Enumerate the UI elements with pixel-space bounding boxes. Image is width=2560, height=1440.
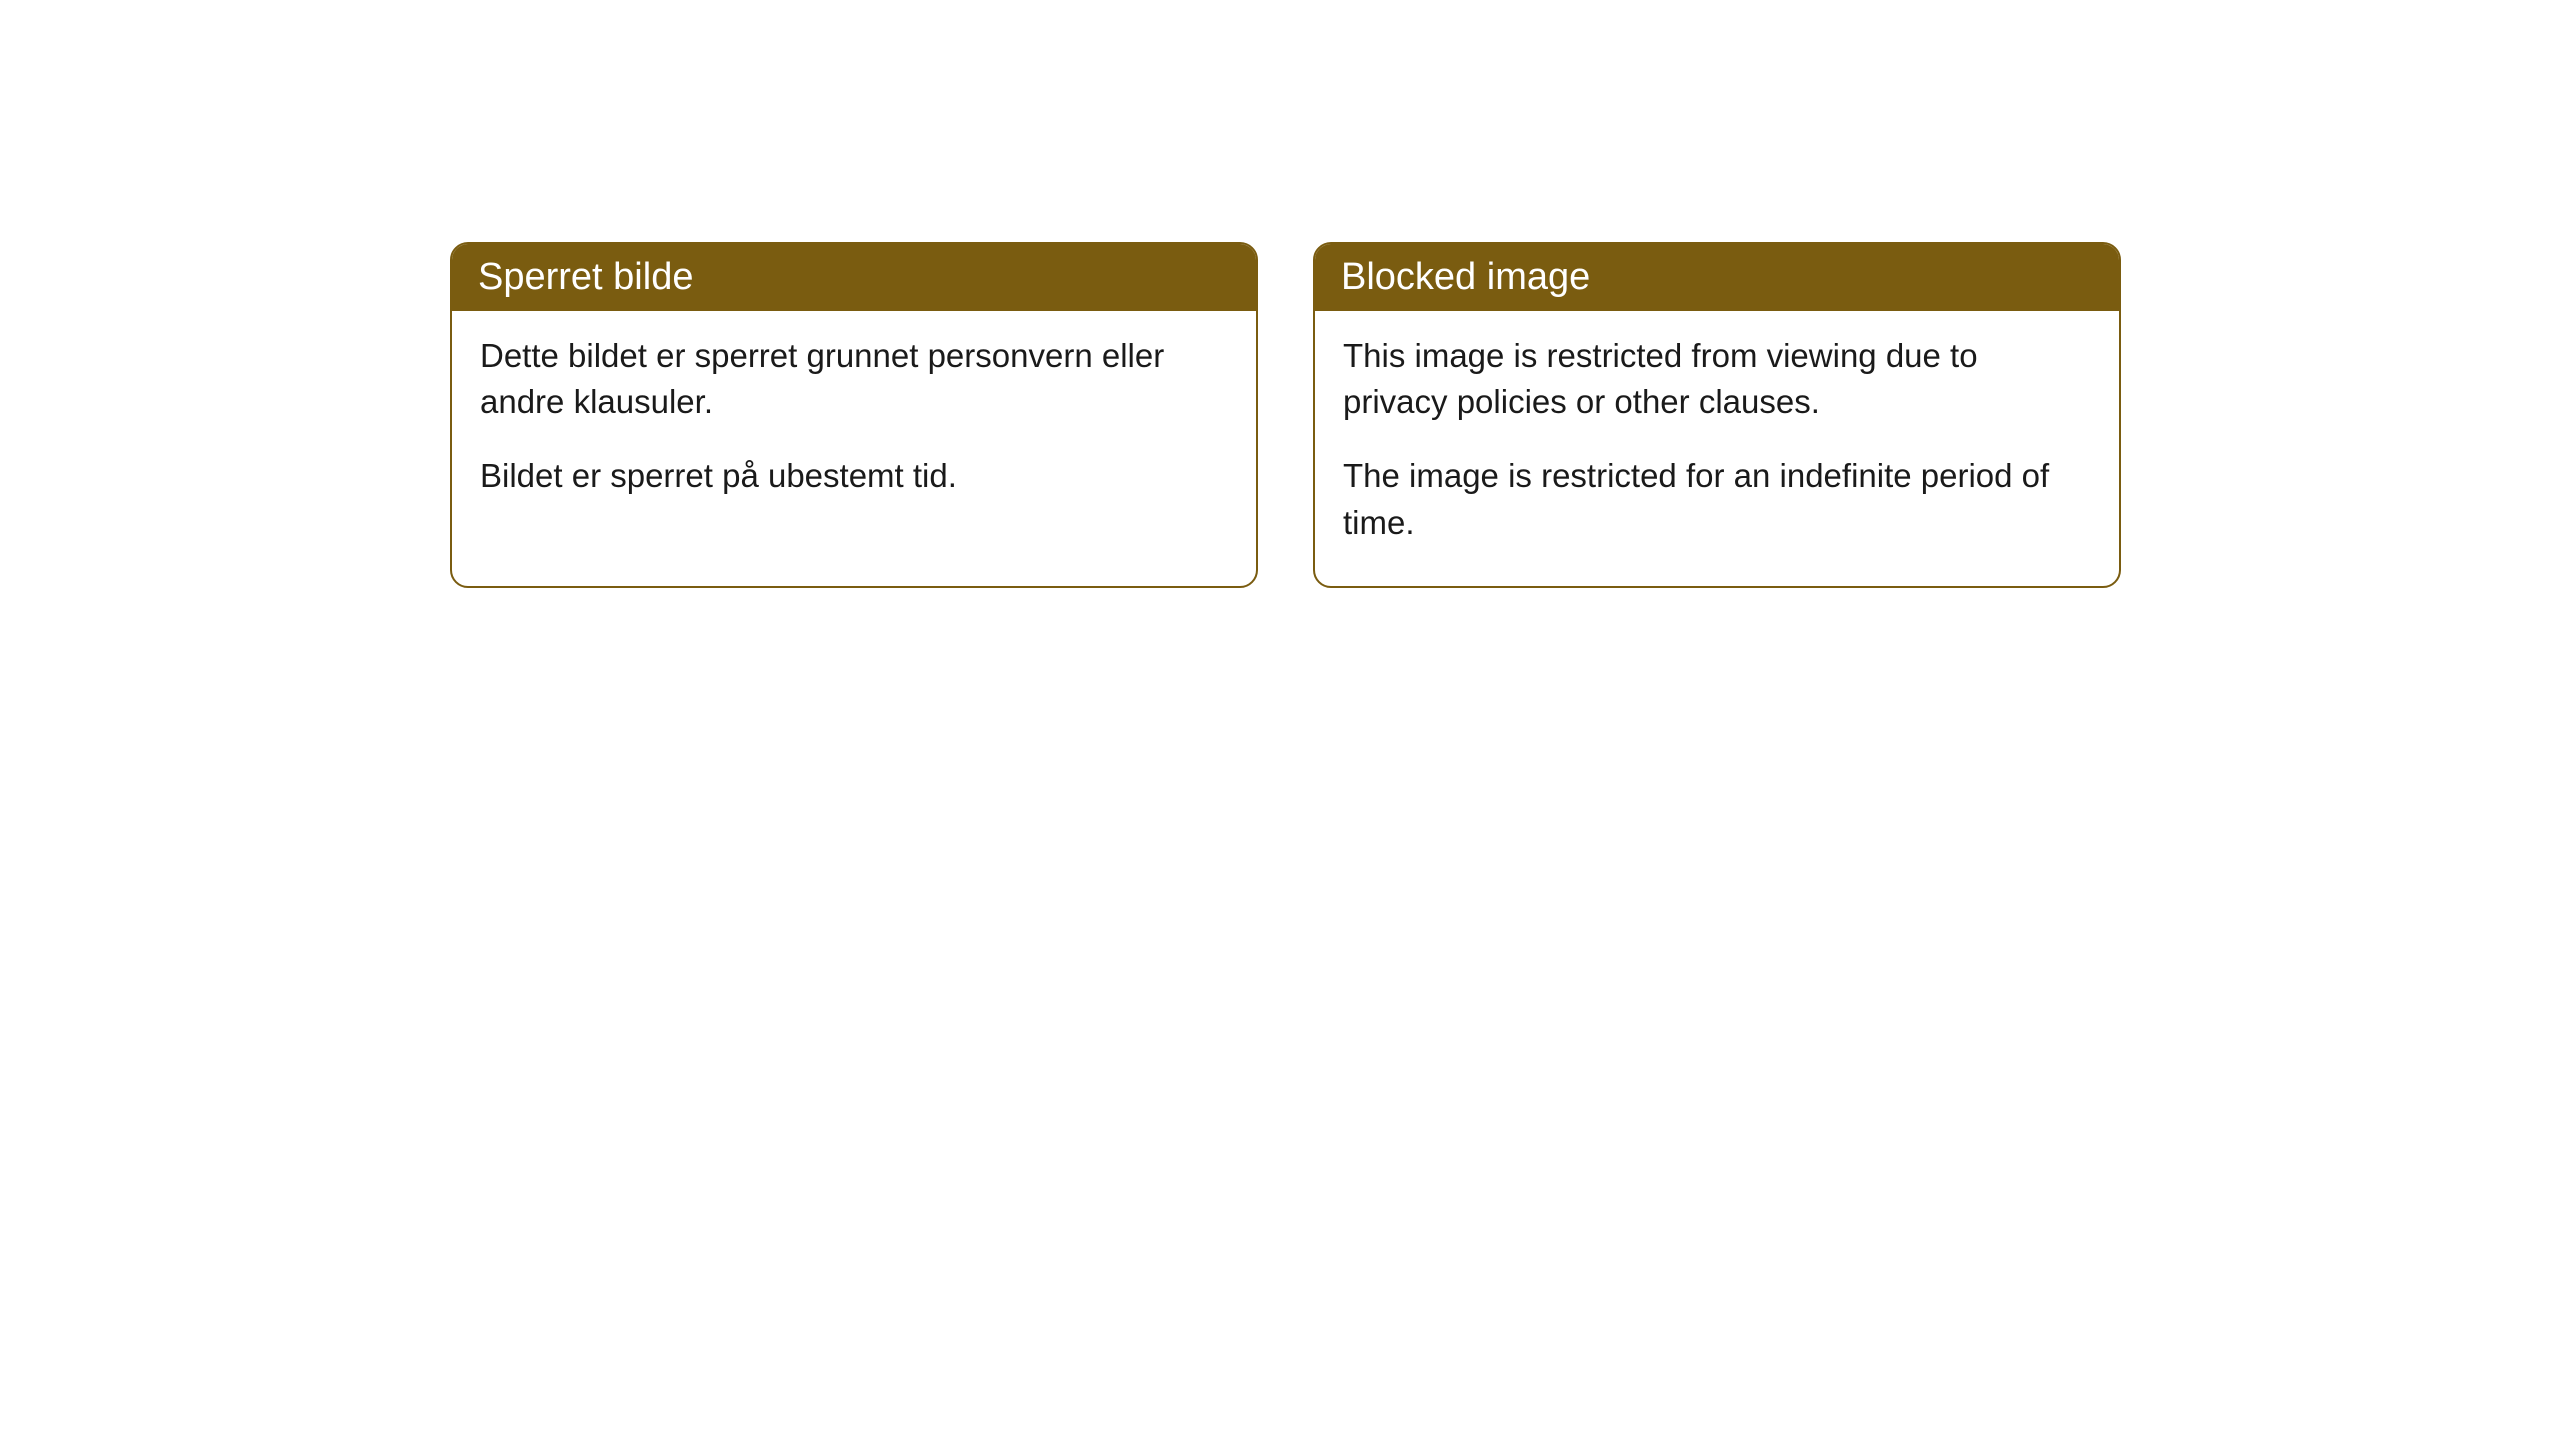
card-body: This image is restricted from viewing du… (1315, 311, 2119, 586)
card-paragraph: This image is restricted from viewing du… (1343, 333, 2091, 425)
card-paragraph: Dette bildet er sperret grunnet personve… (480, 333, 1228, 425)
card-paragraph: Bildet er sperret på ubestemt tid. (480, 453, 1228, 499)
card-header: Blocked image (1315, 244, 2119, 311)
cards-container: Sperret bilde Dette bildet er sperret gr… (0, 0, 2560, 588)
card-paragraph: The image is restricted for an indefinit… (1343, 453, 2091, 545)
card-header: Sperret bilde (452, 244, 1256, 311)
notice-card-norwegian: Sperret bilde Dette bildet er sperret gr… (450, 242, 1258, 588)
card-body: Dette bildet er sperret grunnet personve… (452, 311, 1256, 540)
notice-card-english: Blocked image This image is restricted f… (1313, 242, 2121, 588)
